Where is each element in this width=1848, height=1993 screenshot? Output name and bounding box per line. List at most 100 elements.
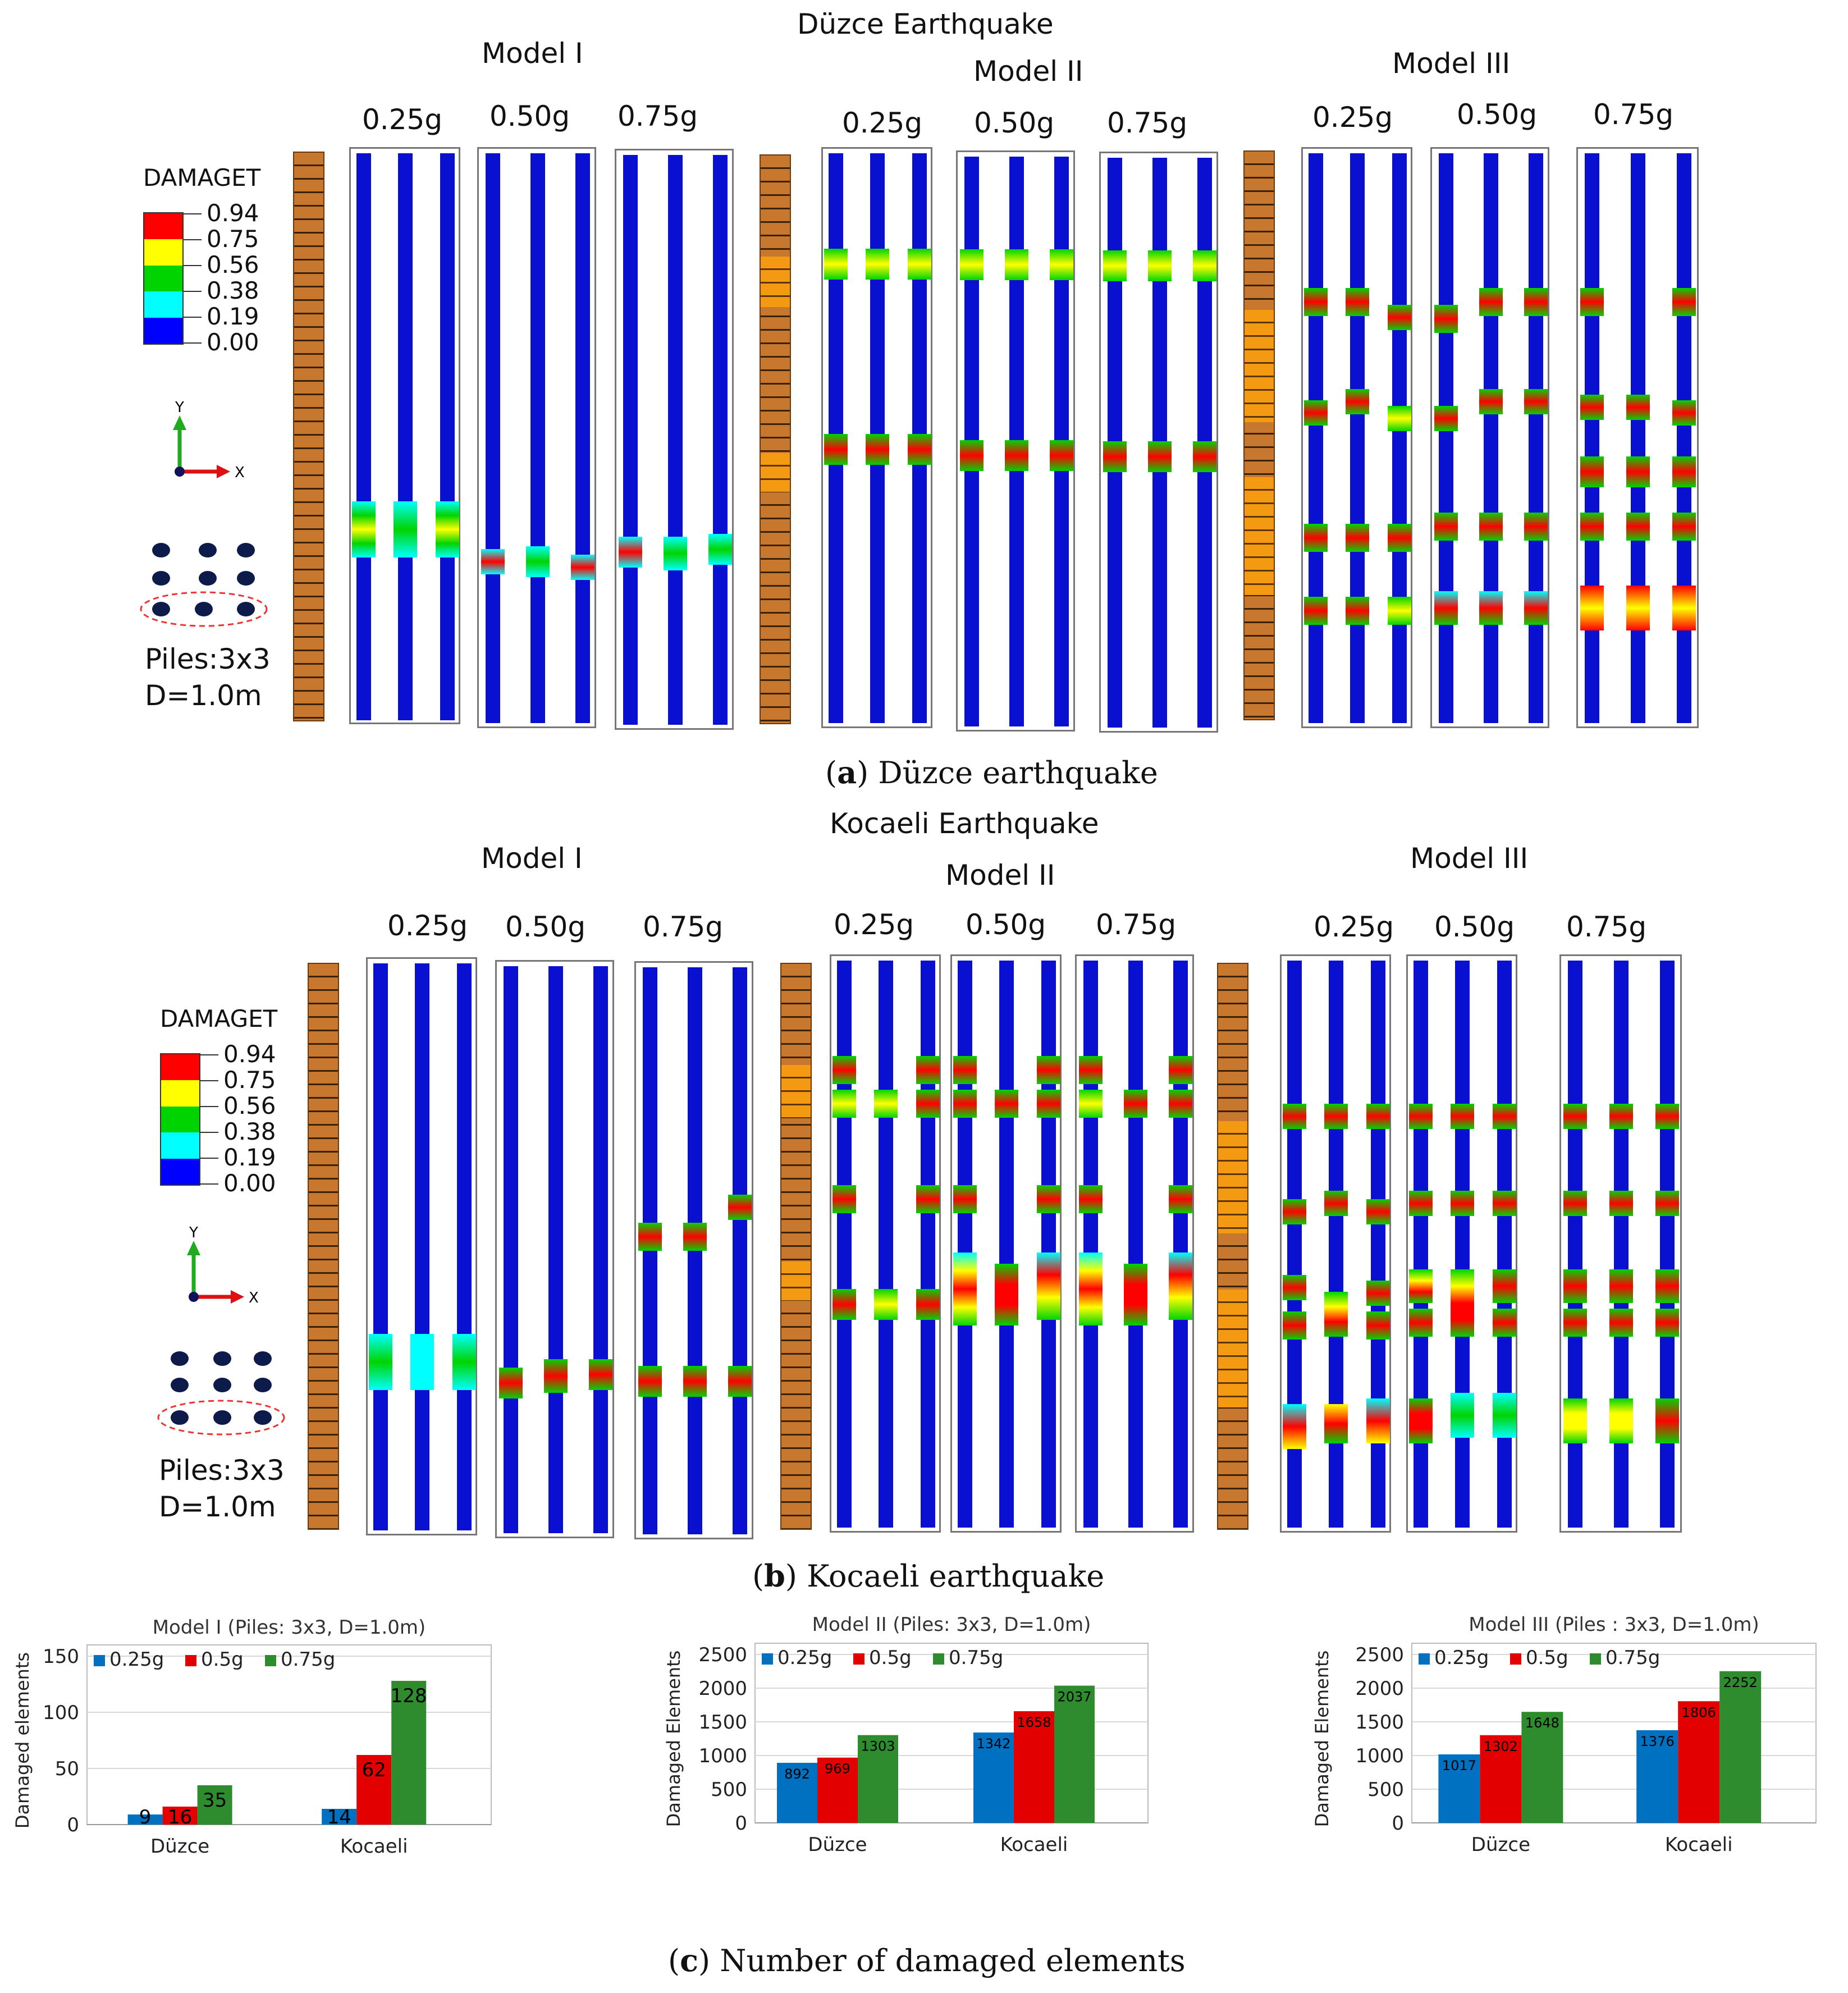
panel-a-pile-plan <box>140 543 268 627</box>
panel-a-model-3-label: Model III <box>1392 47 1511 80</box>
legend-value: 0.00 <box>207 328 259 356</box>
y-tick-label: 500 <box>1367 1779 1404 1801</box>
panel-a-model-1-pga-050 <box>477 147 596 728</box>
axis-x-label: X <box>235 464 245 481</box>
bar-0.25g-Kocaeli <box>973 1732 1014 1823</box>
bar-0.25g-Düzce <box>777 1762 817 1823</box>
data-label: 14 <box>327 1806 351 1829</box>
legend-value: 0.19 <box>207 303 259 330</box>
bar-0.25g-Kocaeli <box>1636 1730 1678 1823</box>
chart-title: Model I (Piles: 3x3, D=1.0m) <box>153 1617 426 1639</box>
legend-label: 0.75g <box>949 1647 1003 1669</box>
panel-a-m1-pga-1: 0.25g <box>362 103 443 136</box>
legend-label: 0.5g <box>869 1647 912 1669</box>
x-tick-label: Düzce <box>1471 1834 1530 1856</box>
panel-b-m2-pga-2: 0.50g <box>966 908 1046 941</box>
panel-a-legend-title: DAMAGET <box>143 164 261 191</box>
chart-model-1: Model I (Piles: 3x3, D=1.0m) 0 50 100 150 Dam… <box>12 1617 492 1858</box>
panel-a-legend-colorbar <box>143 212 184 345</box>
axis-y-label: Y <box>189 1224 198 1241</box>
data-label: 1806 <box>1682 1704 1716 1720</box>
y-tick-label: 2000 <box>698 1677 747 1700</box>
bar-0.75g-Düzce <box>1521 1712 1563 1823</box>
legend-value: 0.94 <box>223 1040 276 1068</box>
panel-b-model-1-pga-025 <box>366 957 477 1535</box>
panel-b-m3-pga-1: 0.25g <box>1314 911 1394 943</box>
y-tick-label: 0 <box>1392 1812 1404 1835</box>
data-label: 969 <box>825 1761 850 1777</box>
legend-label: 0.75g <box>1605 1647 1660 1669</box>
panel-a-m2-pga-2: 0.50g <box>974 107 1055 139</box>
legend-value: 0.75 <box>223 1066 276 1094</box>
panel-b-m1-pga-2: 0.50g <box>505 911 586 943</box>
panel-b-pile-plan <box>157 1351 285 1436</box>
y-tick-label: 0 <box>67 1814 79 1836</box>
y-tick-label: 1000 <box>698 1745 747 1767</box>
chart-title: Model II (Piles: 3x3, D=1.0m) <box>812 1614 1091 1636</box>
panel-b-model-1-pga-050 <box>495 960 614 1538</box>
x-tick-label: Düzce <box>150 1835 209 1858</box>
caption-letter: c <box>680 1942 698 1978</box>
panel-b-model-3-pga-025 <box>1280 954 1391 1533</box>
legend-value: 0.38 <box>223 1118 276 1145</box>
panel-a-m3-pga-3: 0.75g <box>1593 98 1674 131</box>
data-label: 1342 <box>976 1736 1010 1752</box>
legend-swatch <box>762 1653 773 1665</box>
legend-value: 0.94 <box>207 199 259 227</box>
panel-b-model-2-pga-025 <box>830 954 941 1533</box>
y-tick-label: 150 <box>43 1645 79 1668</box>
panel-a-model-3-pga-050 <box>1430 147 1549 728</box>
panel-b-model-3-pga-075 <box>1559 954 1682 1533</box>
data-label: 1302 <box>1484 1739 1518 1754</box>
panel-a-model-2-pga-050 <box>956 150 1075 732</box>
data-label: 892 <box>784 1766 810 1782</box>
data-label: 2037 <box>1057 1689 1091 1705</box>
bar-0.25g-Düzce <box>127 1814 163 1825</box>
panel-a-caption: (a) Düzce earthquake <box>825 755 1158 790</box>
panel-b-title: Kocaeli Earthquake <box>830 807 1099 840</box>
bar-0.5g-Düzce <box>1480 1735 1522 1823</box>
panel-c-caption: (c) Number of damaged elements <box>668 1942 1186 1978</box>
data-label: 62 <box>362 1759 386 1781</box>
y-tick-label: 1000 <box>1355 1745 1404 1767</box>
x-tick-label: Kocaeli <box>1665 1834 1733 1856</box>
panel-b-m3-pga-3: 0.75g <box>1566 911 1647 943</box>
y-tick-label: 0 <box>735 1812 747 1835</box>
caption-text: Number of damaged elements <box>720 1943 1186 1978</box>
panel-b-model-3-label: Model III <box>1410 842 1529 875</box>
legend-label: 0.5g <box>1526 1647 1568 1669</box>
panel-a-m3-pga-1: 0.25g <box>1312 101 1393 134</box>
caption-letter: b <box>764 1558 785 1594</box>
bar-0.75g-Düzce <box>197 1785 232 1825</box>
y-tick-label: 100 <box>43 1702 79 1724</box>
bar-0.5g-Kocaeli <box>1014 1711 1054 1823</box>
x-tick-label: Kocaeli <box>1000 1834 1068 1856</box>
legend-swatch <box>265 1655 276 1666</box>
panel-a-model-2-pga-025 <box>821 147 932 728</box>
bar-0.25g-Kocaeli <box>322 1809 357 1825</box>
y-axis-label: Damaged Elements <box>663 1651 684 1827</box>
legend-swatch <box>853 1653 864 1665</box>
legend-value: 0.56 <box>207 251 259 278</box>
panel-a-model-1-pga-025 <box>349 147 460 724</box>
legend-swatch <box>1419 1653 1430 1665</box>
panel-b-m1-pga-3: 0.75g <box>643 911 724 943</box>
data-label: 1017 <box>1442 1758 1476 1773</box>
panel-a-axis-triad: Y X <box>173 399 245 481</box>
panel-a-pile-diameter: D=1.0m <box>145 679 262 712</box>
caption-text: Kocaeli earthquake <box>807 1558 1105 1594</box>
plot-frame <box>86 1644 492 1825</box>
panel-a-title: Düzce Earthquake <box>797 8 1054 40</box>
y-axis-label: Damaged Elements <box>1311 1651 1333 1827</box>
y-tick-label: 500 <box>711 1779 747 1801</box>
data-label: 2252 <box>1723 1675 1758 1690</box>
panel-b-pile-diameter: D=1.0m <box>159 1491 276 1523</box>
bar-0.75g-Kocaeli <box>1719 1671 1762 1823</box>
panel-a-model-1-pga-075 <box>615 149 734 730</box>
data-label: 35 <box>203 1789 227 1812</box>
panel-b-piles-count: Piles:3x3 <box>159 1454 285 1487</box>
legend-label: 0.25g <box>109 1648 164 1671</box>
x-tick-label: Kocaeli <box>340 1835 408 1858</box>
panel-b-soil-column-model-3 <box>1217 963 1248 1530</box>
data-label: 16 <box>168 1806 192 1829</box>
